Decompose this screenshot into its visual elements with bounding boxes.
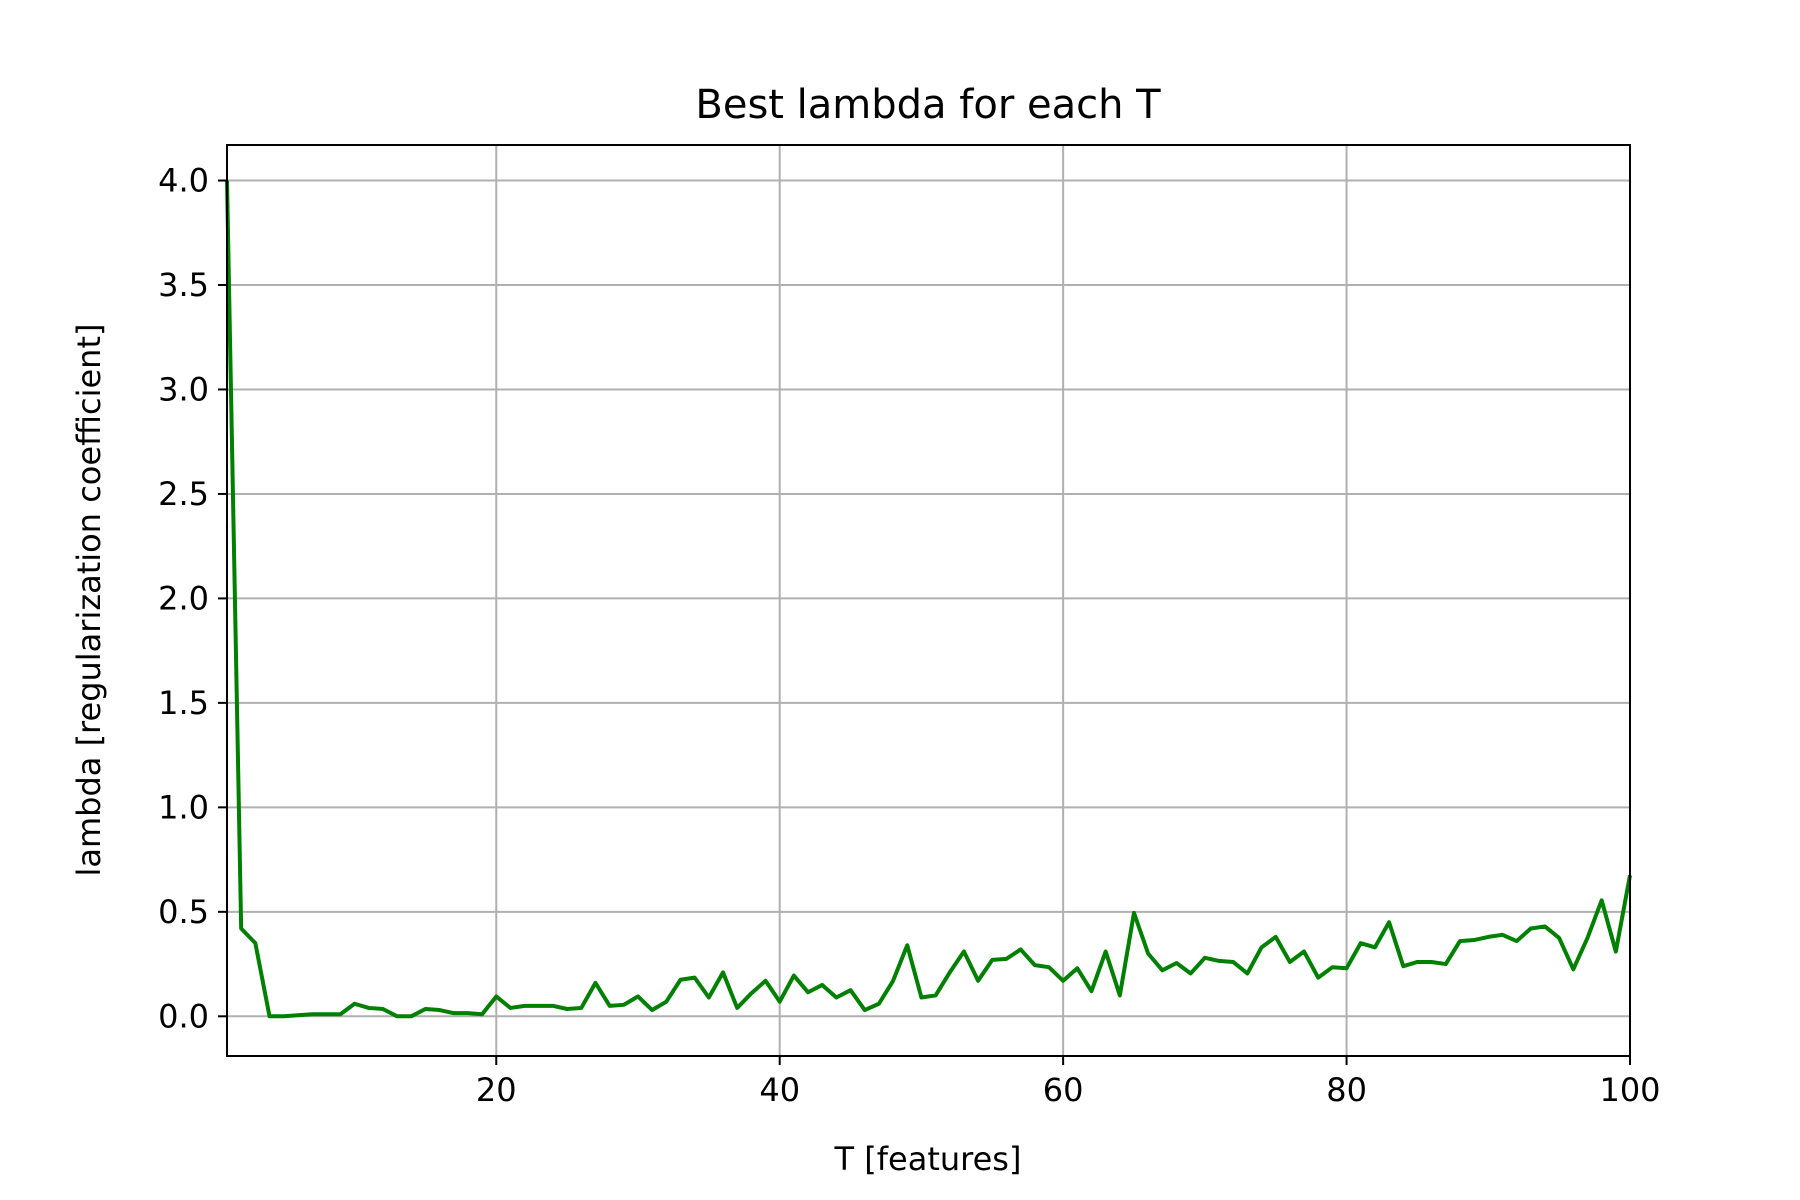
grid (227, 145, 1631, 1056)
plot-frame (226, 144, 1631, 1057)
y-tick-label: 0.5 (158, 893, 209, 931)
x-tick-label: 80 (1326, 1071, 1367, 1109)
series-line (225, 180, 1632, 1019)
x-tick-label: 60 (1043, 1071, 1084, 1109)
x-tick-label: 100 (1599, 1071, 1660, 1109)
y-tick-label: 2.0 (158, 579, 209, 617)
y-tick-label: 4.0 (158, 162, 209, 200)
ticks: 20 40 60 80 100 0.0 0.5 1.0 1.5 2.0 2.5 3.0 3.5 4.0 (158, 162, 1660, 1109)
y-tick-label: 3.5 (158, 266, 209, 304)
y-tick-label: 1.0 (158, 788, 209, 826)
series-layer (225, 180, 1632, 1019)
y-tick-label: 2.5 (158, 475, 209, 513)
y-tick-label: 3.0 (158, 370, 209, 408)
y-tick-label: 0.0 (158, 997, 209, 1035)
x-axis-label: T [features] (834, 1140, 1022, 1178)
x-tick-label: 20 (476, 1071, 517, 1109)
y-axis-label: lambda [regularization coefficient] (70, 324, 108, 877)
y-tick-label: 1.5 (158, 684, 209, 722)
chart-title: Best lambda for each T (695, 82, 1161, 128)
x-tick-label: 40 (759, 1071, 800, 1109)
